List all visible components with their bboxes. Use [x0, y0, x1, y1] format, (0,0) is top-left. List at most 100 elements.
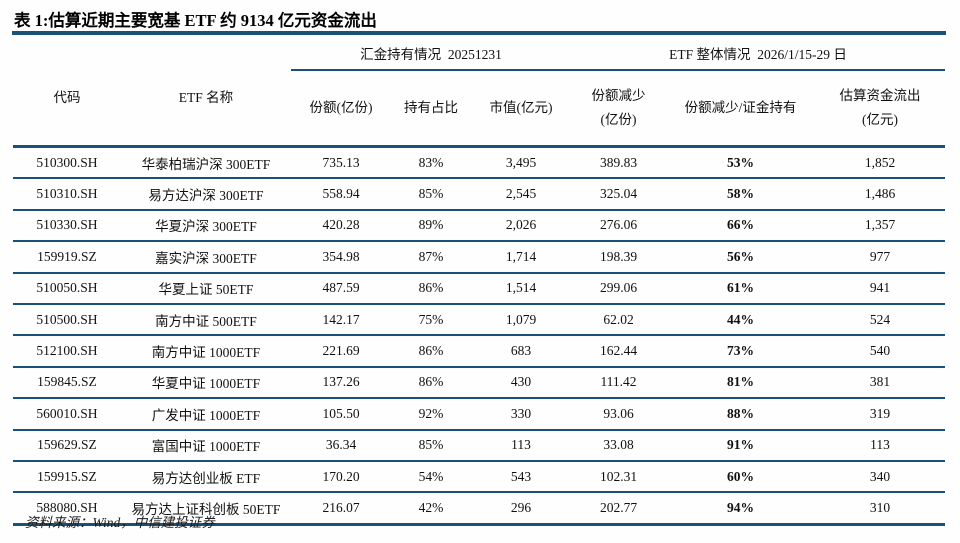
- cell-market-value: 3,495: [505, 154, 537, 170]
- cell-market-value: 1,514: [505, 280, 537, 296]
- cell-market-value: 430: [510, 374, 532, 390]
- cell-market-value: 543: [510, 468, 532, 484]
- cell-decrease-ratio: 73%: [727, 343, 754, 359]
- cell-name: 南方中证 1000ETF: [151, 345, 261, 361]
- cell-holding-ratio: 85%: [418, 437, 444, 453]
- cell-name: 华夏上证 50ETF: [158, 282, 254, 298]
- cell-decrease-ratio: 53%: [727, 154, 754, 170]
- table-row: 588080.SH 易方达上证科创板 50ETF 216.07 42% 296 202.7…: [13, 492, 945, 525]
- cell-est-outflow: 340: [869, 468, 891, 484]
- cell-share-decrease: 62.02: [603, 311, 634, 327]
- table-row: 159629.SZ 富国中证 1000ETF 36.34 85% 113 33.08 91%…: [13, 430, 945, 461]
- title-divider: [12, 31, 946, 35]
- cell-est-outflow: 113: [870, 437, 890, 453]
- cell-code: 510050.SH: [36, 280, 98, 296]
- cell-code: 560010.SH: [36, 405, 98, 421]
- cell-share-decrease: 202.77: [599, 499, 638, 515]
- cell-holding-ratio: 86%: [418, 374, 444, 390]
- table-row: 510300.SH 华泰柏瑞沪深 300ETF 735.13 83% 3,495 389.…: [13, 147, 945, 179]
- table-row: 510330.SH 华夏沪深 300ETF 420.28 89% 2,026 276.06…: [13, 210, 945, 242]
- cell-decrease-ratio: 81%: [727, 374, 754, 390]
- cell-holding-ratio: 86%: [418, 343, 444, 359]
- cell-share-decrease: 162.44: [599, 343, 638, 359]
- col-header-share-decrease: 份额减少 (亿份): [591, 88, 646, 127]
- cell-est-outflow: 310: [869, 499, 891, 515]
- cell-name: 易方达创业板 ETF: [151, 470, 261, 486]
- col-header-holding-ratio: 持有占比: [404, 100, 458, 116]
- cell-share-decrease: 198.39: [599, 248, 638, 264]
- cell-holding-ratio: 75%: [418, 311, 444, 327]
- cell-shares: 216.07: [322, 499, 360, 515]
- cell-decrease-ratio: 61%: [727, 280, 754, 296]
- cell-code: 512100.SH: [36, 343, 98, 359]
- cell-market-value: 2,026: [505, 217, 537, 233]
- cell-est-outflow: 941: [869, 280, 891, 296]
- cell-share-decrease: 111.42: [600, 374, 637, 390]
- cell-share-decrease: 276.06: [599, 217, 638, 233]
- cell-est-outflow: 540: [869, 343, 891, 359]
- cell-code: 159915.SZ: [37, 468, 97, 484]
- cell-name: 易方达沪深 300ETF: [148, 188, 264, 204]
- cell-decrease-ratio: 44%: [727, 311, 754, 327]
- cell-share-decrease: 102.31: [599, 468, 638, 484]
- cell-code: 588080.SH: [36, 499, 98, 515]
- table-row: 512100.SH 南方中证 1000ETF 221.69 86% 683 162.44 7…: [13, 335, 945, 367]
- cell-decrease-ratio: 94%: [727, 499, 754, 515]
- cell-holding-ratio: 85%: [418, 186, 444, 202]
- cell-share-decrease: 299.06: [599, 280, 638, 296]
- cell-name: 华泰柏瑞沪深 300ETF: [141, 156, 271, 172]
- col-header-est-outflow: 估算资金流出 (亿元): [839, 88, 921, 127]
- column-header-row: 代码 ETF 名称 份额(亿份) 持有占比 市值(亿元) 份额减少 (亿份) 份…: [13, 70, 945, 147]
- cell-code: 510330.SH: [36, 217, 98, 233]
- cell-shares: 36.34: [325, 437, 357, 453]
- cell-holding-ratio: 92%: [418, 405, 444, 421]
- cell-shares: 142.17: [322, 311, 360, 327]
- table-header: 汇金持有情况 20251231 ETF 整体情况 2026/1/15-29 日 …: [13, 36, 945, 147]
- cell-market-value: 330: [510, 405, 532, 421]
- cell-shares: 105.50: [322, 405, 360, 421]
- cell-est-outflow: 1,852: [864, 154, 896, 170]
- cell-shares: 221.69: [322, 343, 360, 359]
- table-row: 159915.SZ 易方达创业板 ETF 170.20 54% 543 102.31 60%…: [13, 461, 945, 493]
- table-row: 159919.SZ 嘉实沪深 300ETF 354.98 87% 1,714 198.39…: [13, 241, 945, 273]
- col-header-name: ETF 名称: [178, 89, 234, 105]
- cell-shares: 487.59: [322, 280, 360, 296]
- cell-shares: 170.20: [322, 468, 360, 484]
- cell-holding-ratio: 54%: [418, 468, 444, 484]
- cell-name: 富国中证 1000ETF: [151, 439, 261, 455]
- cell-code: 510300.SH: [36, 154, 98, 170]
- cell-name: 易方达上证科创板 50ETF: [131, 501, 281, 517]
- col-header-code: 代码: [53, 89, 81, 105]
- cell-market-value: 296: [510, 499, 532, 515]
- cell-decrease-ratio: 60%: [727, 468, 754, 484]
- col-header-shares: 份额(亿份): [309, 100, 373, 116]
- table-row: 159845.SZ 华夏中证 1000ETF 137.26 86% 430 111.42 8…: [13, 367, 945, 399]
- cell-share-decrease: 389.83: [599, 154, 638, 170]
- cell-shares: 420.28: [322, 217, 360, 233]
- cell-code: 510500.SH: [36, 311, 98, 327]
- table-row: 510050.SH 华夏上证 50ETF 487.59 86% 1,514 299.06 6…: [13, 273, 945, 304]
- col-header-market-value: 市值(亿元): [489, 100, 553, 116]
- cell-decrease-ratio: 56%: [727, 248, 754, 264]
- cell-holding-ratio: 83%: [418, 154, 444, 170]
- group-header-row: 汇金持有情况 20251231 ETF 整体情况 2026/1/15-29 日: [13, 36, 945, 71]
- cell-market-value: 683: [510, 343, 532, 359]
- data-source-note: 资料来源：Wind，中信建投证券: [25, 515, 215, 530]
- cell-name: 华夏沪深 300ETF: [155, 219, 257, 235]
- cell-est-outflow: 381: [869, 374, 891, 390]
- cell-holding-ratio: 86%: [418, 280, 444, 296]
- cell-shares: 558.94: [322, 186, 360, 202]
- group-header-huijin: 汇金持有情况 20251231: [291, 36, 571, 71]
- cell-market-value: 2,545: [505, 186, 537, 202]
- table-row: 560010.SH 广发中证 1000ETF 105.50 92% 330 93.06 88…: [13, 398, 945, 430]
- cell-decrease-ratio: 91%: [727, 437, 754, 453]
- group-header-etf-overall: ETF 整体情况 2026/1/15-29 日: [571, 36, 945, 71]
- cell-decrease-ratio: 58%: [727, 186, 754, 202]
- etf-flow-table: 汇金持有情况 20251231 ETF 整体情况 2026/1/15-29 日 …: [13, 36, 945, 526]
- cell-market-value: 113: [511, 437, 531, 453]
- col-header-decrease-ratio: 份额减少/证金持有: [684, 100, 797, 116]
- cell-share-decrease: 325.04: [599, 186, 638, 202]
- cell-code: 510310.SH: [36, 186, 98, 202]
- cell-est-outflow: 524: [869, 311, 891, 327]
